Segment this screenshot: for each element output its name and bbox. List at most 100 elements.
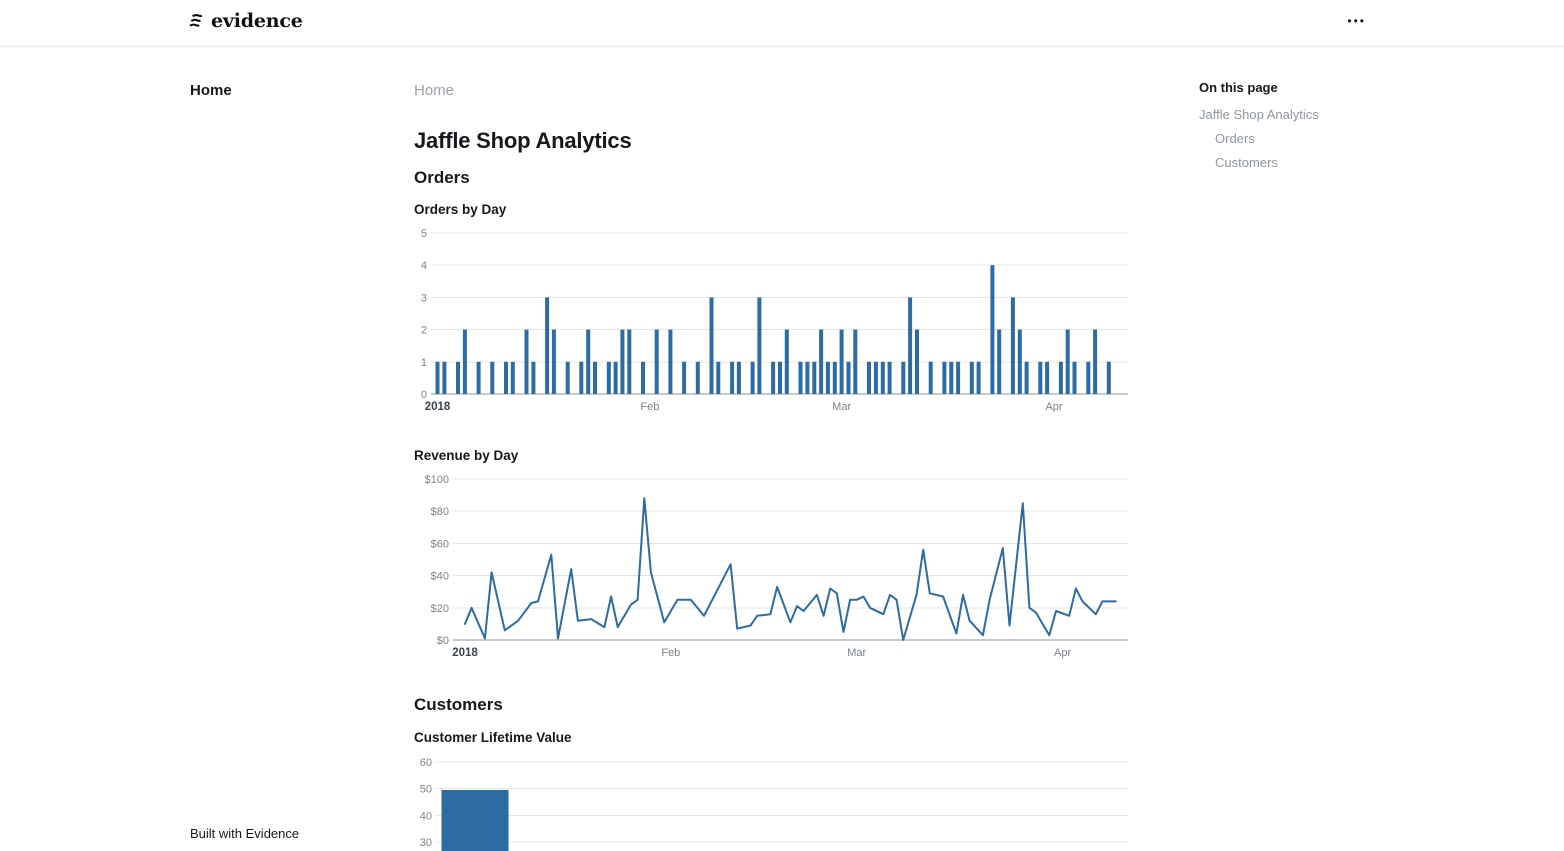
svg-text:$60: $60 xyxy=(431,538,449,550)
section-heading-customers: Customers xyxy=(414,695,503,714)
evidence-logo[interactable]: evidence xyxy=(188,10,303,32)
order-bar xyxy=(750,361,755,394)
breadcrumb-home-link[interactable]: Home xyxy=(414,82,455,99)
order-bar xyxy=(825,361,830,394)
order-bar xyxy=(997,329,1002,394)
svg-text:Apr: Apr xyxy=(1054,647,1071,659)
svg-text:Apr: Apr xyxy=(1045,401,1062,412)
order-bar xyxy=(832,361,837,394)
order-bar xyxy=(853,329,858,394)
chart-title-customer-lifetime-value: Customer Lifetime Value xyxy=(414,730,572,745)
order-bar xyxy=(846,361,851,394)
overflow-menu-button[interactable]: ••• xyxy=(1345,10,1368,32)
order-bar xyxy=(1038,361,1043,394)
order-bar xyxy=(778,361,782,394)
order-bar xyxy=(839,329,844,394)
order-bar xyxy=(805,361,810,394)
order-bar xyxy=(928,361,933,394)
order-bar xyxy=(435,361,440,394)
order-bar xyxy=(593,361,597,394)
svg-text:Mar: Mar xyxy=(832,401,851,412)
order-bar xyxy=(716,361,721,394)
order-bar xyxy=(1017,329,1022,394)
order-bar xyxy=(771,361,776,394)
order-bar xyxy=(531,361,536,394)
order-bar xyxy=(908,297,913,394)
svg-text:2018: 2018 xyxy=(425,401,451,412)
order-bar xyxy=(456,361,460,394)
order-bar xyxy=(1058,361,1063,394)
order-bar xyxy=(730,361,735,394)
order-bar xyxy=(709,297,714,394)
order-bar xyxy=(873,361,878,394)
page-title: Jaffle Shop Analytics xyxy=(414,128,632,153)
order-bar xyxy=(901,361,906,394)
order-bar xyxy=(812,361,817,394)
order-bar xyxy=(887,361,892,394)
toc-link-orders[interactable]: Orders xyxy=(1215,131,1255,146)
order-bar xyxy=(1072,361,1077,394)
sidebar-item-home[interactable]: Home xyxy=(190,82,232,99)
order-bar xyxy=(490,361,495,394)
order-bar xyxy=(969,361,974,394)
svg-text:$40: $40 xyxy=(431,571,449,583)
svg-text:1: 1 xyxy=(421,357,427,369)
order-bar xyxy=(579,361,584,394)
order-bar xyxy=(1010,297,1015,394)
order-bar xyxy=(586,329,591,394)
toc-link-customers[interactable]: Customers xyxy=(1215,155,1278,170)
orders-by-day-svg: 0 1 2 3 4 5 2018 Feb Mar Apr xyxy=(421,228,1128,412)
svg-text:60: 60 xyxy=(420,757,432,769)
svg-text:0: 0 xyxy=(421,389,427,401)
order-bar xyxy=(1106,361,1111,394)
order-bar xyxy=(915,329,919,394)
orders-by-day-chart[interactable]: 0 1 2 3 4 5 2018 Feb Mar Apr xyxy=(413,226,1129,412)
svg-text:4: 4 xyxy=(421,260,427,272)
order-bar xyxy=(1024,361,1029,394)
svg-text:Feb: Feb xyxy=(661,647,680,659)
order-bar xyxy=(798,361,803,394)
order-bar xyxy=(641,361,645,394)
customer-lifetime-value-chart[interactable]: 60 50 40 30 xyxy=(413,750,1129,851)
toc-title: On this page xyxy=(1199,80,1278,95)
revenue-by-day-svg: $0 $20 $40 $60 $80 $100 2018 Feb Mar Apr xyxy=(425,474,1128,659)
built-with-evidence-link[interactable]: Built with Evidence xyxy=(190,826,300,841)
revenue-by-day-chart[interactable]: $0 $20 $40 $60 $80 $100 2018 Feb Mar Apr xyxy=(413,465,1129,662)
order-bar xyxy=(942,361,947,394)
evidence-logo-text: evidence xyxy=(211,10,303,32)
order-bar xyxy=(1045,361,1050,394)
svg-text:Mar: Mar xyxy=(847,647,866,659)
order-bar xyxy=(949,361,954,394)
customer-lifetime-value-svg: 60 50 40 30 xyxy=(420,757,1128,851)
app-header: evidence ••• xyxy=(0,0,1564,47)
order-bar xyxy=(990,265,995,394)
order-bar xyxy=(462,329,467,394)
order-bar xyxy=(627,329,632,394)
svg-text:$20: $20 xyxy=(431,603,449,615)
main-content: Home Jaffle Shop Analytics Orders Orders… xyxy=(413,83,1129,851)
svg-text:2018: 2018 xyxy=(452,647,478,659)
order-bar xyxy=(551,329,556,394)
svg-text:Feb: Feb xyxy=(640,401,659,412)
svg-text:40: 40 xyxy=(420,810,432,822)
order-bar xyxy=(654,329,659,394)
order-bar xyxy=(867,361,871,394)
order-bar xyxy=(784,329,789,394)
order-bar xyxy=(524,329,529,394)
toc-link-jaffle-shop-analytics[interactable]: Jaffle Shop Analytics xyxy=(1199,107,1319,122)
order-bar xyxy=(1065,329,1070,394)
order-bar xyxy=(510,361,515,394)
order-bar xyxy=(442,361,447,394)
order-bar xyxy=(565,361,570,394)
order-bar xyxy=(757,297,762,394)
svg-text:50: 50 xyxy=(420,784,432,796)
chart-title-revenue-by-day: Revenue by Day xyxy=(414,448,519,463)
order-bar xyxy=(504,361,508,394)
clv-bar xyxy=(441,790,509,851)
order-bar xyxy=(606,361,611,394)
order-bar xyxy=(819,329,824,394)
breadcrumb: Home xyxy=(414,83,454,98)
evidence-logo-icon xyxy=(188,13,204,29)
revenue-line xyxy=(464,497,1117,641)
order-bar xyxy=(976,361,981,394)
